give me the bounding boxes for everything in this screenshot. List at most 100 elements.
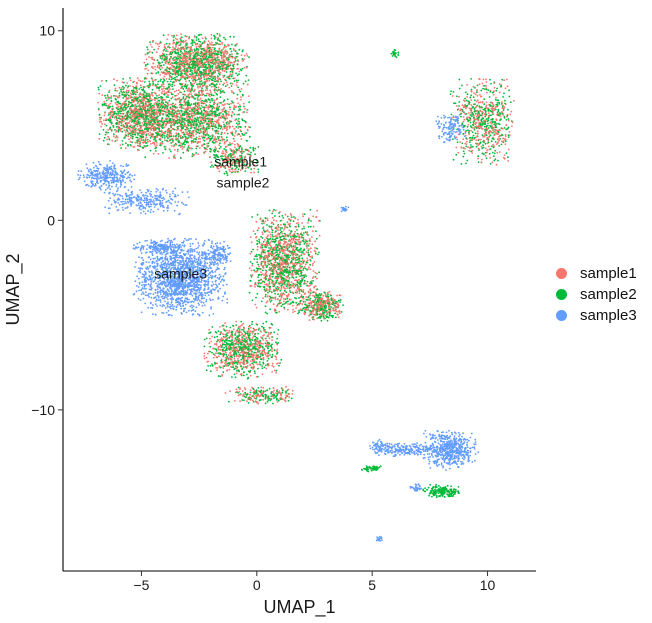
point-sample1 <box>190 125 193 128</box>
point-sample2 <box>104 133 107 136</box>
point-sample1 <box>213 56 216 59</box>
point-sample1 <box>129 85 132 87</box>
point-sample1 <box>129 79 132 82</box>
point-sample1 <box>98 116 101 119</box>
point-sample2 <box>105 131 107 134</box>
point-sample1 <box>193 82 196 85</box>
point-sample2 <box>109 121 112 123</box>
point-sample1 <box>151 94 154 97</box>
point-sample1 <box>168 75 171 78</box>
point-sample1 <box>172 41 175 43</box>
point-sample1 <box>138 110 140 113</box>
point-sample1 <box>139 80 142 82</box>
point-sample2 <box>177 51 180 54</box>
point-sample1 <box>211 44 214 46</box>
point-sample2 <box>233 80 236 82</box>
point-sample2 <box>202 106 204 109</box>
point-sample2 <box>213 113 216 116</box>
point-sample1 <box>206 146 209 148</box>
point-sample2 <box>136 139 139 142</box>
point-sample1 <box>288 282 290 285</box>
point-sample2 <box>180 157 182 160</box>
point-sample1 <box>176 129 178 131</box>
point-sample2 <box>208 47 210 50</box>
point-sample1 <box>175 98 178 101</box>
point-sample2 <box>220 80 223 83</box>
point-sample1 <box>228 54 231 57</box>
point-sample2 <box>212 77 215 80</box>
point-sample1 <box>170 91 172 94</box>
point-sample2 <box>196 145 199 148</box>
point-sample2 <box>120 90 123 93</box>
point-sample1 <box>181 59 184 61</box>
point-sample2 <box>164 130 167 133</box>
point-sample1 <box>189 52 192 55</box>
point-sample2 <box>234 44 237 46</box>
point-sample2 <box>110 119 112 121</box>
point-sample2 <box>161 127 164 130</box>
point-sample2 <box>187 150 190 152</box>
point-sample1 <box>131 112 134 115</box>
point-sample2 <box>205 104 208 107</box>
point-sample2 <box>191 121 194 123</box>
point-sample2 <box>144 95 147 97</box>
point-sample1 <box>147 69 150 72</box>
point-sample1 <box>110 114 113 117</box>
point-sample2 <box>216 56 219 59</box>
point-sample2 <box>133 133 136 136</box>
point-sample1 <box>226 117 228 120</box>
point-sample1 <box>148 134 151 137</box>
point-sample1 <box>139 127 142 130</box>
point-sample1 <box>306 257 308 260</box>
point-sample1 <box>144 117 147 120</box>
point-sample2 <box>120 147 122 149</box>
point-sample1 <box>139 111 142 114</box>
point-sample1 <box>271 221 274 224</box>
point-sample2 <box>152 82 155 85</box>
point-sample2 <box>178 119 181 122</box>
point-sample1 <box>231 62 233 64</box>
point-sample1 <box>132 146 135 148</box>
point-sample1 <box>237 60 240 62</box>
point-sample1 <box>160 129 163 132</box>
point-sample1 <box>158 125 160 128</box>
point-sample1 <box>149 143 152 145</box>
point-sample1 <box>214 54 216 57</box>
point-sample2 <box>185 43 188 46</box>
point-sample1 <box>199 117 202 119</box>
point-sample1 <box>224 51 227 53</box>
point-sample2 <box>184 78 187 81</box>
point-sample1 <box>287 303 289 305</box>
point-sample1 <box>111 139 114 142</box>
point-sample2 <box>236 149 238 152</box>
point-sample1 <box>208 118 211 121</box>
point-sample1 <box>228 142 231 144</box>
point-sample1 <box>218 62 221 64</box>
point-sample1 <box>203 127 206 130</box>
point-sample1 <box>212 111 215 114</box>
point-sample2 <box>215 83 218 86</box>
point-sample2 <box>150 102 152 105</box>
point-sample1 <box>174 37 177 40</box>
point-sample2 <box>162 105 164 108</box>
point-sample2 <box>156 103 159 106</box>
point-sample1 <box>105 118 108 120</box>
point-sample1 <box>152 110 155 113</box>
point-sample1 <box>166 55 169 58</box>
point-sample2 <box>118 110 121 112</box>
point-sample2 <box>151 91 153 94</box>
point-sample2 <box>228 77 231 80</box>
point-sample1 <box>236 68 238 70</box>
point-sample2 <box>189 73 191 76</box>
point-sample1 <box>117 127 120 130</box>
point-sample1 <box>173 90 176 93</box>
point-sample1 <box>311 243 314 246</box>
point-sample1 <box>197 153 200 156</box>
point-sample1 <box>171 96 174 99</box>
point-sample1 <box>194 69 196 72</box>
point-sample1 <box>209 120 212 123</box>
point-sample2 <box>169 106 172 109</box>
point-sample1 <box>168 134 170 137</box>
point-sample2 <box>215 115 217 118</box>
point-sample2 <box>219 127 222 130</box>
